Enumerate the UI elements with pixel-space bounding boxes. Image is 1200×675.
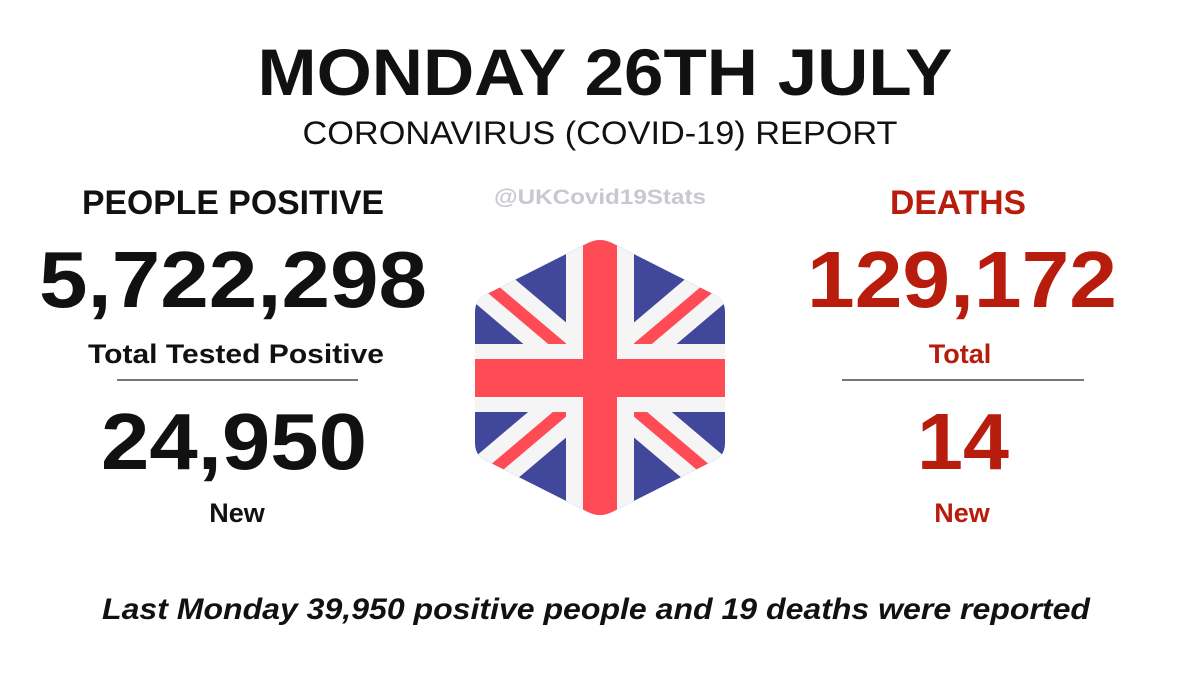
deaths-new: 14 [917,397,1010,486]
positive-new-label: New [209,498,266,528]
deaths-total: 129,172 [807,235,1117,324]
positive-new: 24,950 [101,397,367,486]
deaths-new-label: New [934,498,991,528]
footer-note: Last Monday 39,950 positive people and 1… [102,593,1091,626]
uk-flag [475,240,725,515]
handle: @UKCovid19Stats [494,186,706,209]
positive-heading: PEOPLE POSITIVE [82,184,384,222]
deaths-total-label: Total [929,339,992,369]
positive-total-label: Total Tested Positive [88,339,384,369]
positive-total: 5,722,298 [39,235,427,324]
deaths-heading: DEATHS [890,184,1026,222]
subtitle: CORONAVIRUS (COVID-19) REPORT [303,115,898,151]
title: MONDAY 26TH JULY [258,35,953,109]
